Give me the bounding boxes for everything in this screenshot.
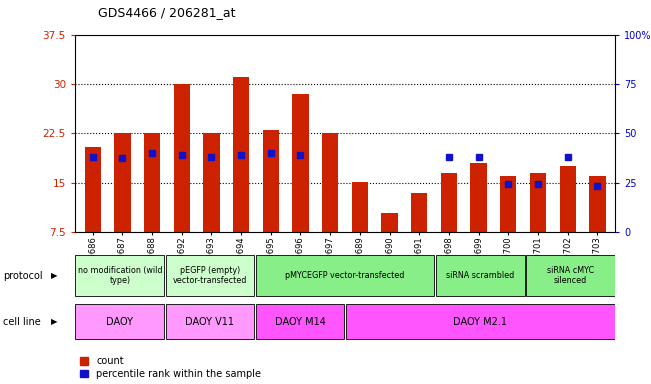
Text: DAOY V11: DAOY V11 [186,316,234,327]
Bar [233,78,249,232]
Text: siRNA scrambled: siRNA scrambled [446,271,514,280]
Bar [411,193,428,232]
Bar [165,305,255,339]
Text: ▶: ▶ [51,271,57,280]
Text: no modification (wild
type): no modification (wild type) [77,266,162,285]
Bar [441,173,457,232]
Text: DAOY: DAOY [106,316,133,327]
Bar [589,176,605,232]
Text: siRNA cMYC
silenced: siRNA cMYC silenced [547,266,594,285]
Bar [165,255,255,296]
Text: DAOY M2.1: DAOY M2.1 [453,316,507,327]
Bar [203,134,219,232]
Bar [471,163,487,232]
Bar [346,305,615,339]
Text: cell line: cell line [3,316,41,327]
Bar [262,130,279,232]
Bar [322,134,339,232]
Legend: count, percentile rank within the sample: count, percentile rank within the sample [79,356,261,379]
Bar [76,255,164,296]
Bar [144,134,160,232]
Bar [85,147,101,232]
Bar [526,255,615,296]
Bar [256,255,434,296]
Bar [381,213,398,232]
Text: DAOY M14: DAOY M14 [275,316,326,327]
Bar [76,305,164,339]
Text: protocol: protocol [3,270,43,281]
Text: pMYCEGFP vector-transfected: pMYCEGFP vector-transfected [285,271,405,280]
Bar [174,84,190,232]
Bar [436,255,525,296]
Bar [530,173,546,232]
Text: GDS4466 / 206281_at: GDS4466 / 206281_at [98,6,235,19]
Bar [114,134,131,232]
Bar [500,176,516,232]
Bar [559,166,576,232]
Text: pEGFP (empty)
vector-transfected: pEGFP (empty) vector-transfected [173,266,247,285]
Bar [292,94,309,232]
Bar [256,305,344,339]
Bar [352,182,368,232]
Text: ▶: ▶ [51,317,57,326]
